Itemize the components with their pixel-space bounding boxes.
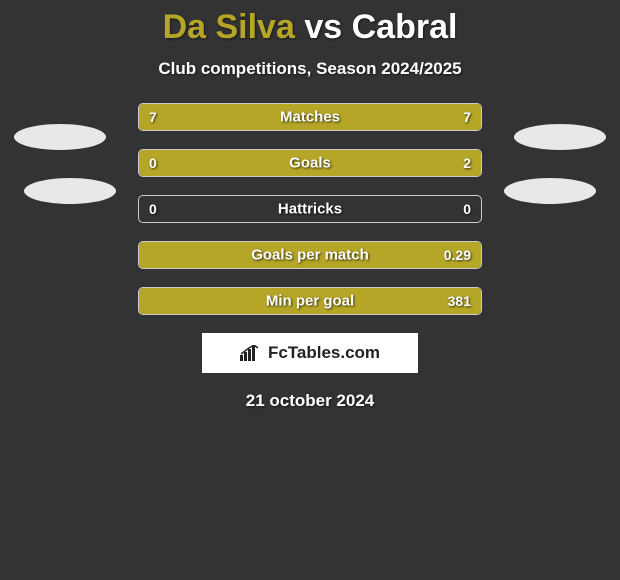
stat-label: Goals per match [251, 247, 369, 264]
player1-name: Da Silva [163, 8, 295, 46]
bars-container: 7 7 Matches 0 2 Goals 0 0 Hattricks 0.29 Goals per… [0, 103, 620, 315]
vs-text: vs [304, 8, 342, 46]
value-right: 7 [463, 109, 471, 125]
stat-label: Goals [289, 155, 331, 172]
stat-label: Hattricks [278, 201, 342, 218]
chart-icon [240, 345, 262, 361]
value-right: 0.29 [444, 247, 471, 263]
value-right: 0 [463, 201, 471, 217]
comparison-title: Da Silva vs Cabral [0, 0, 620, 47]
stat-bar-min-per-goal: 381 Min per goal [138, 287, 482, 315]
value-left: 7 [149, 109, 157, 125]
logo-text: FcTables.com [268, 343, 380, 363]
stat-bar-goals-per-match: 0.29 Goals per match [138, 241, 482, 269]
stat-label: Min per goal [266, 293, 354, 310]
player2-name: Cabral [352, 8, 458, 46]
value-left: 0 [149, 155, 157, 171]
stat-bar-goals: 0 2 Goals [138, 149, 482, 177]
stat-bar-matches: 7 7 Matches [138, 103, 482, 131]
value-right: 2 [463, 155, 471, 171]
stat-bar-hattricks: 0 0 Hattricks [138, 195, 482, 223]
fctables-logo[interactable]: FcTables.com [202, 333, 418, 373]
value-right: 381 [448, 293, 471, 309]
value-left: 0 [149, 201, 157, 217]
date-label: 21 october 2024 [0, 391, 620, 411]
subtitle: Club competitions, Season 2024/2025 [0, 59, 620, 79]
stat-label: Matches [280, 109, 340, 126]
